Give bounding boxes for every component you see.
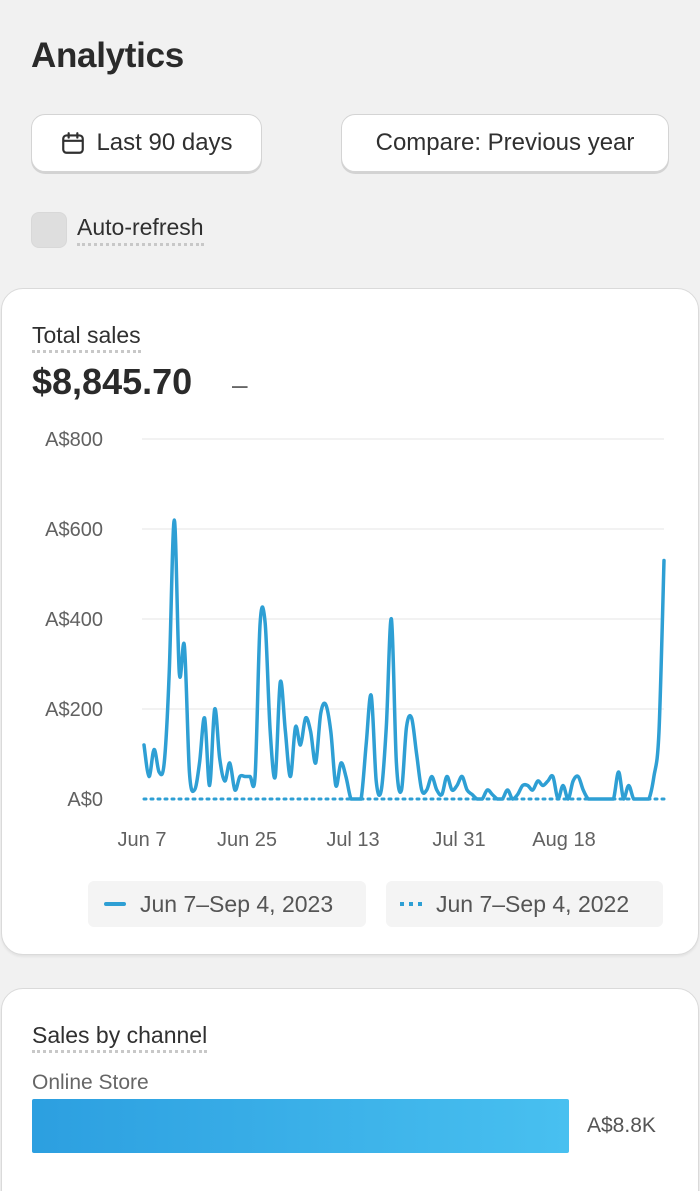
- compare-button[interactable]: Compare: Previous year: [341, 114, 669, 172]
- total-sales-value: $8,845.70: [32, 361, 193, 402]
- y-tick-label: A$200: [45, 699, 103, 721]
- legend-previous-period[interactable]: Jun 7–Sep 4, 2022: [386, 881, 663, 927]
- compare-label: Compare: Previous year: [375, 129, 635, 156]
- current-year-line: [142, 518, 666, 801]
- page-title: Analytics: [31, 36, 184, 75]
- y-tick-label: A$400: [45, 609, 103, 631]
- legend-current-period[interactable]: Jun 7–Sep 4, 2023: [88, 881, 366, 927]
- channel-name: Online Store: [32, 1071, 149, 1094]
- sales-line-chart[interactable]: A$800 A$600 A$400 A$200 A$0 Jun 7 Jun 25 Jul 13…: [2, 289, 700, 869]
- legend-solid-line-icon: [104, 902, 126, 906]
- legend-dotted-line-icon: [400, 902, 422, 906]
- x-tick-label: Jun 25: [217, 829, 277, 851]
- date-range-button[interactable]: Last 90 days: [31, 114, 262, 172]
- channel-bar-track: [32, 1099, 569, 1153]
- y-tick-label: A$0: [67, 789, 103, 811]
- auto-refresh-checkbox[interactable]: [31, 212, 67, 248]
- total-sales-card: Total sales $8,845.70 – A$800 A$600 A$400 A…: [1, 288, 699, 955]
- sales-by-channel-title[interactable]: Sales by channel: [32, 1022, 208, 1053]
- sales-by-channel-card: Sales by channel Online Store A$8.8K: [1, 988, 699, 1191]
- date-range-label: Last 90 days: [96, 129, 233, 156]
- channel-value: A$8.8K: [587, 1114, 656, 1137]
- channel-bar[interactable]: [32, 1099, 569, 1153]
- sales-change-indicator: –: [232, 369, 248, 400]
- legend-current-label: Jun 7–Sep 4, 2023: [140, 890, 334, 917]
- y-tick-label: A$800: [45, 429, 103, 451]
- legend-previous-label: Jun 7–Sep 4, 2022: [436, 890, 630, 917]
- x-tick-label: Jul 31: [432, 829, 485, 851]
- auto-refresh-label: Auto-refresh: [77, 214, 204, 246]
- calendar-icon: [62, 132, 85, 154]
- auto-refresh-toggle[interactable]: Auto-refresh: [31, 212, 204, 248]
- x-tick-label: Jun 7: [118, 829, 167, 851]
- x-tick-label: Jul 13: [326, 829, 379, 851]
- x-tick-label: Aug 18: [532, 829, 595, 851]
- total-sales-title[interactable]: Total sales: [32, 322, 141, 353]
- y-tick-label: A$600: [45, 519, 103, 541]
